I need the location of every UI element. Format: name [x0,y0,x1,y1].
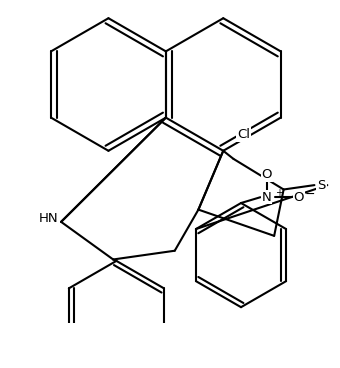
Text: O: O [294,191,304,204]
Text: HN: HN [39,212,58,225]
Text: −: − [305,188,316,201]
Text: +: + [275,188,283,198]
Text: N: N [262,191,272,204]
Text: O: O [261,168,272,181]
Text: S: S [317,178,326,192]
Text: Cl: Cl [237,128,250,141]
